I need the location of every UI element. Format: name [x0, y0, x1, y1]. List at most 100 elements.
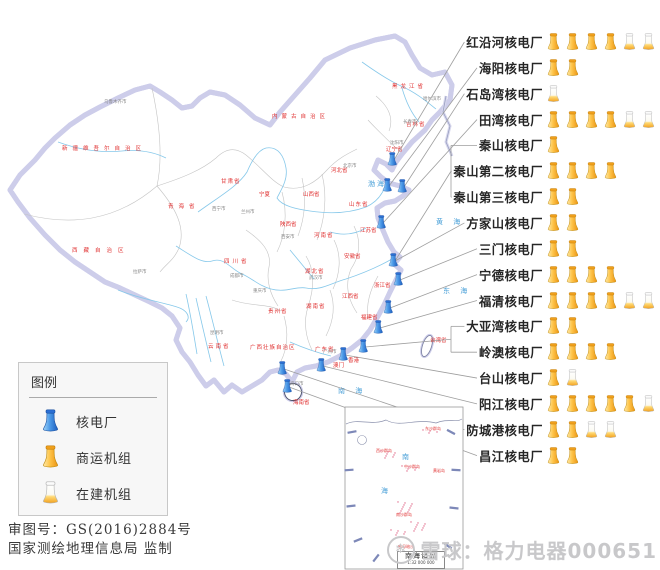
province-label: 陕西省 — [280, 220, 297, 228]
island-dot — [403, 533, 405, 535]
nine-dash-segment — [344, 468, 354, 472]
province-label: 湖北省 — [305, 267, 325, 275]
legend-label: 核电厂 — [76, 415, 119, 431]
nine-dash-segment — [353, 537, 363, 543]
inset-sea-label: 海 — [381, 486, 388, 495]
construction-unit-icon — [41, 481, 60, 505]
island-dot — [386, 453, 388, 455]
city-label: 兰州市 — [241, 208, 255, 215]
map-credits: 审图号：GS(2016)2884号 国家测绘地理信息局 监制 — [8, 521, 192, 559]
legend-label: 在建机组 — [76, 487, 133, 503]
province-label: 黑龙江省 — [392, 82, 426, 90]
city-label: 西宁市 — [212, 205, 226, 212]
province-label: 广东省 — [315, 345, 335, 353]
leader-lines — [283, 41, 478, 456]
plant-markers — [277, 152, 407, 393]
island-dot — [411, 503, 413, 505]
island-dot — [397, 530, 399, 532]
sea-label: 南 海 — [338, 386, 366, 395]
island-dot — [408, 466, 410, 468]
island-dot — [407, 511, 409, 513]
island-dot — [400, 510, 402, 512]
province-label: 广西壮族自治区 — [250, 343, 296, 351]
island-dot — [408, 509, 410, 511]
province-borders — [23, 87, 398, 362]
province-label: 山西省 — [303, 190, 320, 198]
province-label: 贵州省 — [268, 307, 288, 315]
island-dot — [436, 431, 438, 433]
island-dot — [410, 505, 412, 507]
island-group-label: 中沙群岛 — [404, 463, 420, 469]
island-dot — [415, 467, 417, 469]
nine-dash-segment — [446, 428, 456, 436]
city-label: 沈阳市 — [390, 139, 404, 146]
island-dot — [402, 506, 404, 508]
island-dot — [401, 508, 403, 510]
operating-unit-icon — [41, 445, 60, 469]
island-dot — [423, 525, 425, 527]
legend-item-construction: 在建机组 — [41, 480, 167, 506]
island-group-label: 南沙群岛 — [396, 511, 412, 517]
city-label: 长春市 — [403, 118, 417, 125]
province-label: 甘肃省 — [221, 177, 241, 185]
watermark-text: 雪球：格力电器000651 — [420, 539, 657, 563]
province-label: 福建省 — [361, 313, 378, 321]
sea-label: 黄 海 — [436, 217, 464, 226]
province-label: 香港 — [348, 356, 360, 364]
sea-labels: 渤海黄 海东 海南 海 — [338, 179, 471, 395]
island-dot — [397, 501, 399, 503]
island-dot — [404, 502, 406, 504]
legend-label: 商运机组 — [76, 451, 133, 467]
sea-label: 东 海 — [443, 286, 471, 295]
city-label: 乌鲁木齐市 — [104, 98, 127, 105]
island-dot — [403, 504, 405, 506]
province-label: 河南省 — [314, 231, 334, 239]
province-label: 四川省 — [224, 257, 250, 265]
inset-sea-label: 南 — [402, 452, 409, 461]
rivers — [57, 61, 437, 367]
island-group-label: 东沙群岛 — [425, 425, 441, 431]
island-dot — [390, 529, 392, 531]
island-dot — [421, 529, 423, 531]
nine-dash-segment — [449, 506, 459, 510]
legend-box: 图例 核电厂 商运机组 在建机组 — [18, 362, 168, 516]
inset-title: 南海诸岛 — [405, 552, 437, 560]
island-dot — [406, 470, 408, 472]
city-label: 重庆市 — [253, 287, 267, 294]
nuclear-plant-icon — [41, 409, 60, 433]
province-label: 湖南省 — [306, 302, 326, 310]
province-label: 内蒙古自治区 — [272, 112, 329, 120]
legend-title: 图例 — [31, 376, 58, 391]
island-dot — [416, 524, 418, 526]
nine-dash-segment — [346, 504, 356, 508]
island-dot — [392, 456, 394, 458]
nine-dash-segment — [451, 468, 461, 472]
island-dot — [414, 528, 416, 530]
island-group-label: 西沙群岛 — [376, 447, 392, 453]
island-dot — [396, 532, 398, 534]
province-label: 江西省 — [342, 292, 359, 300]
city-label: 哈尔滨市 — [423, 95, 441, 102]
island-dot — [385, 455, 387, 457]
island-dot — [413, 530, 415, 532]
island-dot — [399, 512, 401, 514]
inset-scale: 1:32 000 000 — [407, 561, 435, 566]
island-dot — [395, 534, 397, 536]
legend-item-operating: 商运机组 — [41, 444, 167, 470]
province-label: 青海省 — [168, 202, 200, 210]
province-label: 江苏省 — [360, 226, 377, 234]
island-dot — [393, 454, 395, 456]
island-dot — [410, 521, 412, 523]
city-label: 北京市 — [343, 162, 357, 169]
island-dot — [401, 465, 403, 467]
island-dot — [380, 450, 382, 452]
city-label: 西安市 — [281, 233, 295, 240]
island-dot — [384, 457, 386, 459]
approval-number: 审图号：GS(2016)2884号 — [8, 522, 192, 538]
island-group-label: 黄岩岛 — [433, 467, 445, 473]
island-dot — [407, 468, 409, 470]
